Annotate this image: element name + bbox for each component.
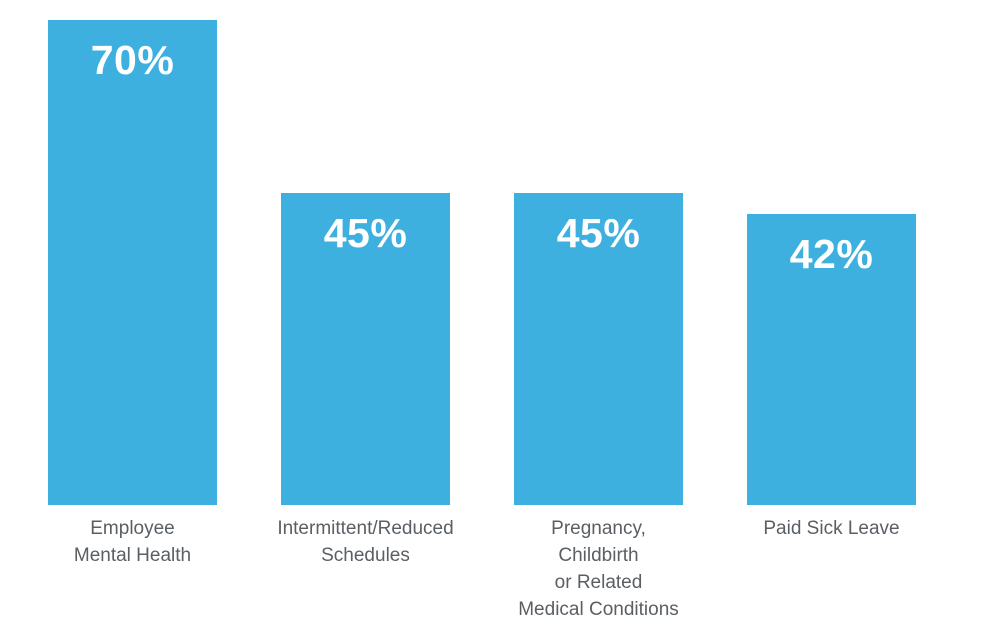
category-line: Medical Conditions (518, 599, 679, 620)
bar-value-label: 70% (90, 37, 175, 83)
bar-category-label: Paid Sick Leave (747, 515, 916, 542)
bar-category-label: Pregnancy, Childbirth or Related Medical Co… (514, 515, 683, 623)
category-line: Schedules (321, 545, 410, 566)
bar: 45% (281, 193, 450, 505)
category-line: Mental Health (73, 545, 192, 566)
category-line: Childbirth (558, 545, 639, 566)
category-line: Pregnancy, (551, 518, 646, 539)
bar-category-label: Intermittent/Reduced Schedules (277, 515, 453, 569)
category-line: Intermittent/Reduced (277, 518, 454, 539)
category-line: Employee (90, 518, 175, 539)
category-line: Paid Sick Leave (763, 518, 900, 539)
bar-value-label: 42% (789, 231, 874, 277)
bar: 70% (48, 20, 217, 505)
bar-value-label: 45% (556, 210, 641, 256)
category-line: or Related (554, 572, 643, 593)
bar-category-label: Employee Mental Health (48, 515, 217, 569)
bar: 42% (747, 214, 916, 505)
bar: 45% (514, 193, 683, 505)
bar-value-label: 45% (323, 210, 408, 256)
